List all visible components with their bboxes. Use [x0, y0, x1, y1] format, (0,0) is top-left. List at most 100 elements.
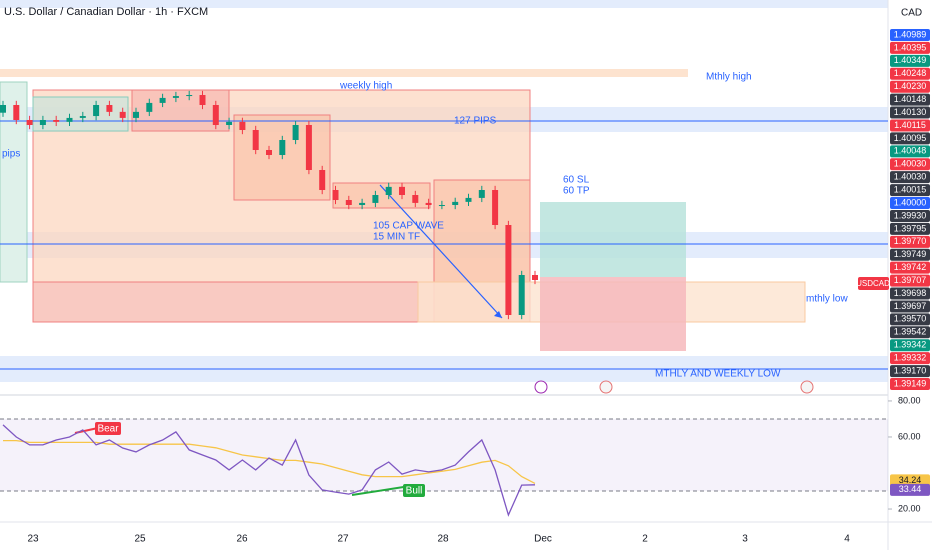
- candle-body: [39, 120, 46, 125]
- value-tag-label: 34.24: [899, 475, 922, 485]
- price-tag: [890, 41, 930, 54]
- stop-loss-zone: [540, 277, 686, 351]
- candle-body: [438, 205, 445, 206]
- price-tag: [890, 235, 930, 248]
- price-tag-label: 1.40095: [894, 133, 927, 143]
- zone: [0, 69, 688, 77]
- rsi-band: [0, 418, 888, 492]
- price-tag-label: 1.39770: [894, 236, 927, 246]
- price-tag: [890, 326, 930, 339]
- candle-body: [518, 275, 525, 315]
- flag-icon[interactable]: [599, 380, 613, 394]
- price-tag-label: 1.40030: [894, 172, 927, 182]
- candle-body: [359, 202, 366, 205]
- candle-body: [106, 105, 113, 112]
- candle-body: [492, 190, 499, 225]
- divergence-line: [351, 485, 411, 496]
- annotation: weekly high: [339, 81, 392, 92]
- series-line: [2, 424, 536, 517]
- price-tag: [890, 287, 930, 300]
- arrow: [379, 184, 503, 319]
- x-tick-label: Dec: [534, 534, 552, 545]
- annotation: mthly low: [806, 294, 848, 305]
- candle-body: [239, 121, 246, 130]
- candle-body: [372, 195, 379, 203]
- price-tag-label: 1.40030: [894, 159, 927, 169]
- candle-body: [186, 95, 193, 97]
- candle-body: [292, 125, 299, 140]
- annotation: pips: [2, 149, 20, 160]
- event-icon[interactable]: [534, 380, 548, 394]
- price-tag-label: 1.40048: [894, 146, 927, 156]
- signal-label: Bear: [97, 424, 119, 435]
- price-tag-label: 1.39149: [894, 378, 927, 388]
- zone: [0, 81, 28, 283]
- price-tag: [890, 106, 930, 119]
- price-tag: [890, 93, 930, 106]
- candle-body: [279, 140, 286, 155]
- candle-body: [332, 190, 339, 200]
- value-tag-label: 33.44: [899, 484, 922, 494]
- candle-body: [119, 111, 126, 118]
- y-tick-label: 80.00: [898, 395, 921, 405]
- price-tag-label: 1.40015: [894, 184, 927, 194]
- candle-body: [226, 121, 233, 125]
- candle-body: [399, 186, 405, 195]
- y-tick-label: 20.00: [898, 503, 921, 513]
- price-tag-label: 1.39170: [894, 365, 927, 375]
- candle-body: [345, 200, 352, 205]
- y-tick-label: 60.00: [898, 431, 921, 441]
- price-tag-label: 1.39697: [894, 301, 927, 311]
- x-tick-label: 28: [437, 534, 449, 545]
- price-tag: [890, 339, 930, 352]
- candle-body: [159, 97, 166, 103]
- annotation: 60 SL: [563, 175, 590, 186]
- candle-body: [26, 120, 33, 125]
- arrow-head: [494, 311, 502, 318]
- candle-body: [0, 105, 7, 113]
- candle-body: [266, 150, 272, 155]
- price-tag: [890, 352, 930, 365]
- price-tag-label: 1.39542: [894, 327, 927, 337]
- price-tag: [890, 378, 930, 390]
- price-tag: [890, 261, 930, 274]
- price-tag: [890, 158, 930, 171]
- price-tag-label: 1.40395: [894, 42, 927, 52]
- candle-body: [53, 120, 60, 122]
- price-tag: [890, 197, 930, 210]
- zone: [32, 96, 129, 132]
- price-tag-label: 1.39742: [894, 262, 927, 272]
- annotation: 15 MIN TF: [373, 232, 420, 243]
- price-tag: [890, 274, 930, 287]
- price-tag: [890, 184, 930, 197]
- price-tag: [890, 80, 930, 93]
- candle-body: [199, 95, 206, 105]
- price-tag: [890, 222, 930, 235]
- price-tag-label: 1.40115: [894, 120, 926, 130]
- price-tag-label: 1.39342: [894, 340, 927, 350]
- price-tag-label: 1.40148: [894, 94, 927, 104]
- price-tag: [890, 67, 930, 80]
- price-tag-label: 1.40248: [894, 68, 927, 78]
- x-tick-label: 25: [134, 534, 146, 545]
- signal-tag: [95, 422, 121, 435]
- price-tag-label: 1.40230: [894, 81, 927, 91]
- annotation: 60 TP: [563, 186, 590, 197]
- annotation: 105 CAP WAVE: [373, 221, 444, 232]
- flag-icon[interactable]: [800, 380, 814, 394]
- candle-body: [66, 117, 73, 122]
- take-profit-zone: [540, 202, 686, 277]
- price-tag-label: 1.40349: [894, 55, 927, 65]
- x-tick-label: 2: [642, 534, 648, 545]
- price-tag-label: 1.40989: [894, 29, 927, 39]
- signal-tag: [403, 484, 425, 497]
- price-tag: [890, 365, 930, 378]
- candle-body: [146, 102, 153, 112]
- candle-body: [305, 125, 312, 170]
- candle-body: [252, 130, 259, 150]
- value-tag: [890, 483, 930, 496]
- candle-body: [133, 111, 139, 118]
- x-tick-label: 27: [337, 534, 349, 545]
